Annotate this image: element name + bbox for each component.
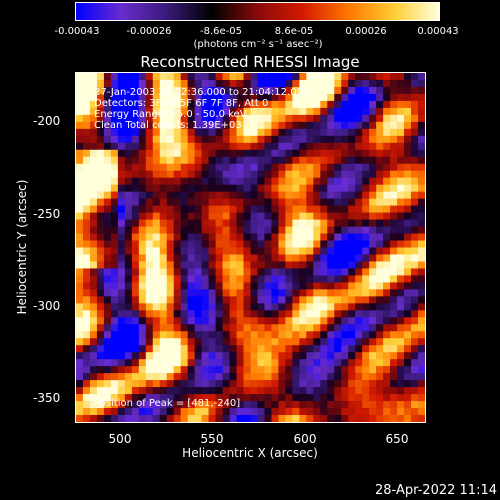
colorbar-tick-label: 8.6e-05 [274,26,314,37]
y-axis-label: Heliocentric Y (arcsec) [15,179,29,315]
image-plot [75,72,426,423]
plot-title: Reconstructed RHESSI Image [140,53,360,71]
y-tick-label: -200 [33,114,61,128]
y-tick-label: -300 [33,299,61,313]
y-tick-label: -350 [33,391,61,405]
colorbar-tick-label: 0.00026 [345,26,387,37]
colorbar-tick-label: -0.00026 [126,26,172,37]
rhessi-map [76,73,425,422]
colorbar-tick-label: -8.6e-05 [200,26,242,37]
colorbar-tick-label: 0.00043 [417,26,459,37]
timestamp: 28-Apr-2022 11:14 [375,483,497,498]
time-range-text: 27-Jan-2003 21:02:36.000 to 21:04:12.000 [94,87,310,98]
x-tick-label: 550 [200,432,224,446]
energy-range-text: Energy Range: 25.0 - 50.0 keV [94,109,247,120]
colorbar-tick-label: -0.00043 [54,26,100,37]
colorbar [75,2,440,21]
x-tick-label: 600 [293,432,317,446]
colorbar-units: (photons cm⁻² s⁻¹ asec⁻²) [193,39,323,50]
detectors-text: Detectors: 3F 4F 5F 6F 7F 8F, Att 0 [94,98,269,109]
clean-counts-text: Clean Total counts: 1.39E+03 [94,120,242,131]
x-tick-label: 500 [108,432,132,446]
y-tick-label: -250 [33,207,61,221]
x-tick-label: 650 [385,432,409,446]
x-axis-label: Heliocentric X (arcsec) [182,446,318,460]
peak-position-text: Position of Peak = [481,-240] [94,398,241,409]
